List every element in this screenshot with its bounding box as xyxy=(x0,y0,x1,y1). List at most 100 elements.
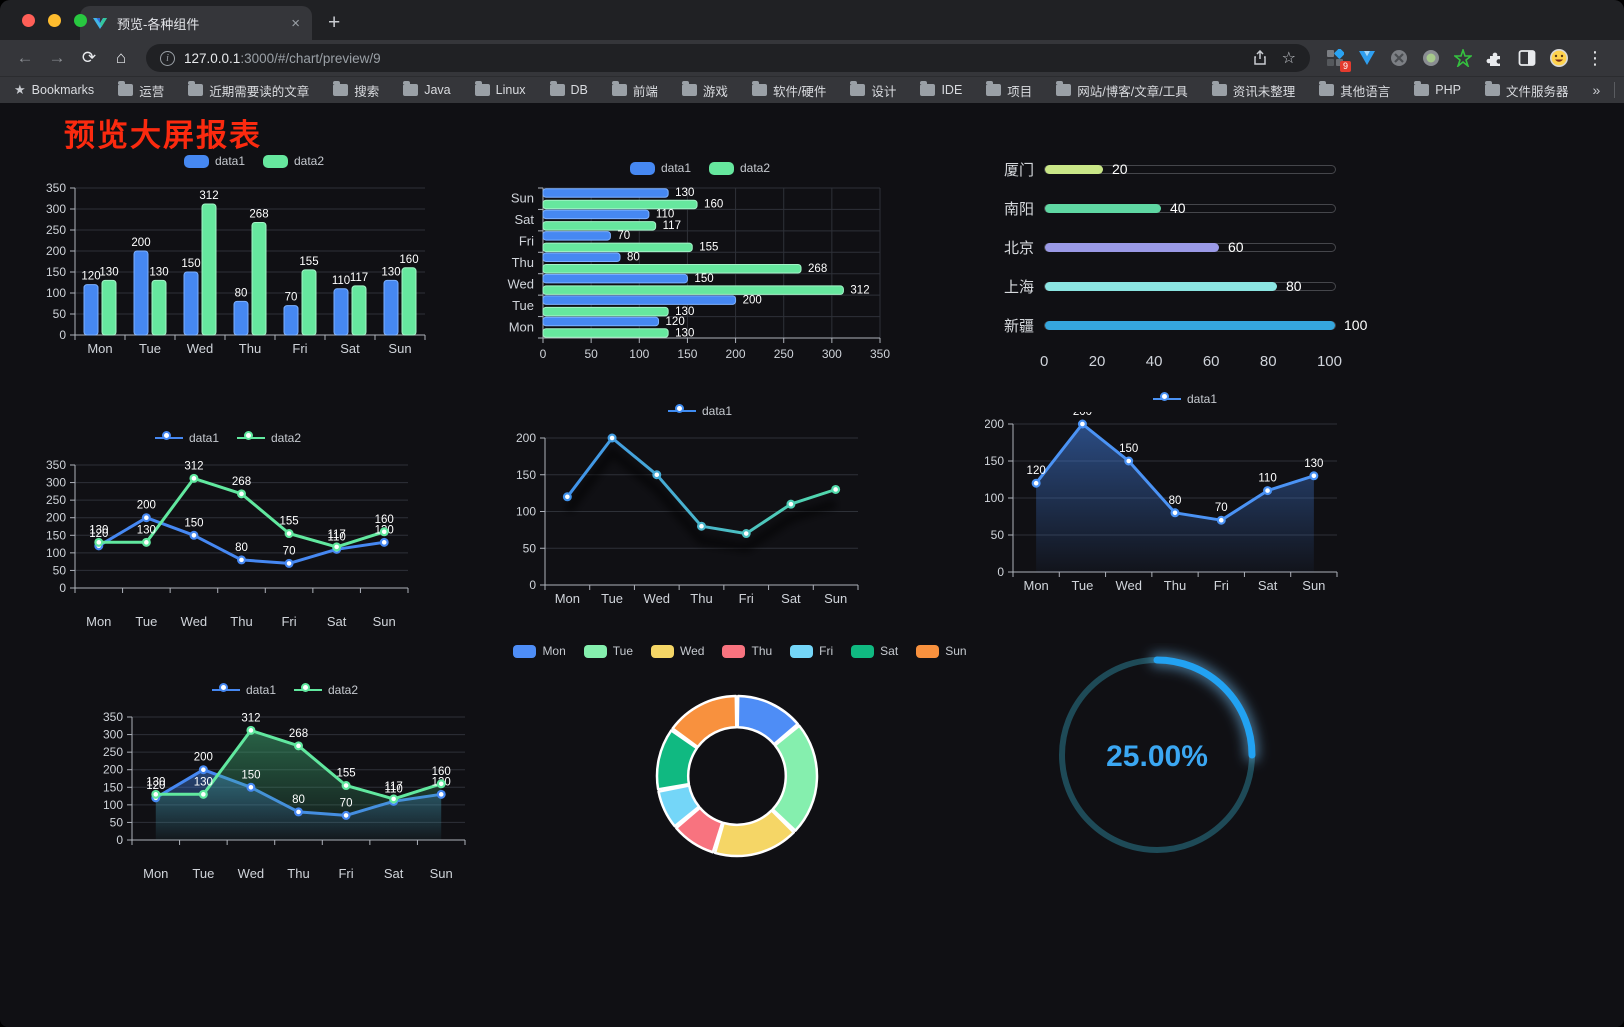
svg-text:350: 350 xyxy=(46,458,66,472)
legend-item-Fri[interactable]: Fri xyxy=(790,644,833,658)
legend-item-Sat[interactable]: Sat xyxy=(851,644,898,658)
progress-row-厦门[interactable]: 厦门 20 xyxy=(988,158,1388,180)
svg-text:160: 160 xyxy=(399,254,418,266)
bookmark-star-icon[interactable]: ☆ xyxy=(1281,50,1296,67)
reload-icon[interactable]: ⟳ xyxy=(81,48,97,67)
svg-text:Thu: Thu xyxy=(230,614,252,629)
legend-item-data1[interactable]: data1 xyxy=(667,404,732,418)
forward-icon[interactable]: → xyxy=(48,48,66,67)
tab-strip: 预览-各种组件 × + xyxy=(0,0,1624,40)
bookmark-folder-0[interactable]: 运营 xyxy=(118,81,164,100)
star-icon: ★ xyxy=(14,82,26,97)
legend-item-data1[interactable]: data1 xyxy=(183,154,245,168)
progress-row-新疆[interactable]: 新疆 100 xyxy=(988,314,1388,336)
folder-icon xyxy=(920,81,936,96)
progress-track: 80 xyxy=(1044,278,1336,294)
legend-swatch xyxy=(513,644,537,658)
favicon xyxy=(93,18,107,29)
bookmark-folder-15[interactable]: PHP xyxy=(1414,81,1461,100)
bookmark-folder-12[interactable]: 网站/博客/文章/工具 xyxy=(1056,81,1188,100)
svg-text:200: 200 xyxy=(516,431,536,445)
bookmark-folder-label: 网站/博客/文章/工具 xyxy=(1077,84,1188,99)
bookmark-folder-3[interactable]: Java xyxy=(403,81,451,100)
green-star-extension-icon[interactable] xyxy=(1452,47,1474,69)
bookmark-folder-16[interactable]: 文件服务器 xyxy=(1484,81,1568,100)
bookmark-folder-2[interactable]: 搜索 xyxy=(333,81,379,100)
bookmark-folder-7[interactable]: 游戏 xyxy=(681,81,728,100)
progress-value: 60 xyxy=(1228,238,1244,255)
menu-icon[interactable]: ⋮ xyxy=(1586,47,1604,68)
bookmark-folder-8[interactable]: 软件/硬件 xyxy=(751,81,827,100)
sidebar-extension-icon[interactable] xyxy=(1516,47,1538,69)
bookmark-folder-1[interactable]: 近期需要读的文章 xyxy=(188,81,309,100)
svg-text:Tue: Tue xyxy=(135,614,157,629)
blue-area-chart[interactable]: data1 0 50 100 150 200 Mon Tue Wed Thu Fri Sat Sun 12… xyxy=(984,386,1385,607)
legend-item-Sun[interactable]: Sun xyxy=(916,644,967,658)
legend-item-Mon[interactable]: Mon xyxy=(513,644,566,658)
svg-text:70: 70 xyxy=(285,292,298,304)
svg-text:150: 150 xyxy=(516,468,536,482)
gradient-line-chart[interactable]: data1 0 50 100 150 200 Mon Tue Wed Thu Fri Sat Sun xyxy=(510,398,890,621)
legend-item-data2[interactable]: data2 xyxy=(709,161,770,175)
green-dot-extension-icon[interactable] xyxy=(1420,47,1442,69)
progress-row-上海[interactable]: 上海 80 xyxy=(988,275,1388,297)
legend-swatch xyxy=(154,431,183,445)
bookmark-folder-6[interactable]: 前端 xyxy=(611,81,658,100)
vertical-bar-chart[interactable]: data1 data2 0 50 100 150 200 250 300 350 Mon Tue Wed… xyxy=(38,148,470,371)
progress-row-北京[interactable]: 北京 60 xyxy=(988,236,1388,258)
percent-gauge-chart[interactable]: 25.00% xyxy=(1040,643,1280,878)
close-window-button[interactable] xyxy=(22,14,35,27)
bookmark-folder-5[interactable]: DB xyxy=(549,81,588,100)
legend-swatch xyxy=(237,431,265,445)
minimize-window-button[interactable] xyxy=(48,14,61,27)
address-bar[interactable]: i 127.0.0.1:3000/#/chart/preview/9 ☆ xyxy=(146,44,1310,72)
dual-line-chart[interactable]: data1 data2 0 50 100 150 200 250 300 350 Mon Tue Wed… xyxy=(38,425,418,646)
emoji-extension-icon[interactable] xyxy=(1548,47,1570,69)
bookmark-folder-11[interactable]: 项目 xyxy=(986,81,1032,100)
bookmark-folder-4[interactable]: Linux xyxy=(474,81,526,100)
legend-item-data1[interactable]: data1 xyxy=(629,161,691,175)
week-donut-chart[interactable]: Mon Tue Wed Thu Fri Sat Sun xyxy=(505,638,975,879)
gray-extension-icon[interactable] xyxy=(1388,47,1410,69)
svg-text:200: 200 xyxy=(726,347,746,361)
svg-text:70: 70 xyxy=(283,545,296,557)
svg-text:268: 268 xyxy=(249,208,268,220)
bookmarks-root[interactable]: ★ Bookmarks xyxy=(14,82,94,98)
vue-devtools-icon[interactable] xyxy=(1356,47,1378,69)
bookmark-folder-14[interactable]: 其他语言 xyxy=(1319,81,1390,100)
new-tab-button[interactable]: + xyxy=(328,11,341,34)
legend-item-Wed[interactable]: Wed xyxy=(651,644,704,658)
svg-text:117: 117 xyxy=(327,529,345,541)
legend-item-data1[interactable]: data1 xyxy=(1152,392,1217,406)
bookmark-folder-10[interactable]: IDE xyxy=(920,81,962,100)
url-path: :3000/#/chart/preview/9 xyxy=(240,50,381,66)
home-icon[interactable]: ⌂ xyxy=(115,48,127,67)
share-icon[interactable] xyxy=(1252,50,1268,66)
svg-text:Wed: Wed xyxy=(1115,578,1142,593)
browser-tab[interactable]: 预览-各种组件 × xyxy=(80,6,312,40)
svg-text:50: 50 xyxy=(584,347,598,361)
extension-badge: 9 xyxy=(1339,61,1351,72)
legend-item-data2[interactable]: data2 xyxy=(237,431,301,445)
puzzle-extension-icon[interactable] xyxy=(1484,47,1506,69)
maximize-window-button[interactable] xyxy=(74,14,87,27)
legend-item-Tue[interactable]: Tue xyxy=(583,644,633,658)
legend-item-data2[interactable]: data2 xyxy=(294,683,358,697)
bookmark-folder-13[interactable]: 资讯未整理 xyxy=(1211,81,1295,100)
legend-item-Thu[interactable]: Thu xyxy=(722,644,772,658)
back-icon[interactable]: ← xyxy=(16,48,34,67)
bookmark-folder-label: 软件/硬件 xyxy=(772,84,827,99)
legend-item-data1[interactable]: data1 xyxy=(211,683,276,697)
bookmarks-overflow-chevron[interactable]: » xyxy=(1592,82,1601,98)
extension-grid-icon[interactable]: 9 xyxy=(1324,47,1351,72)
bookmark-folder-9[interactable]: 设计 xyxy=(850,81,896,100)
legend-item-data1[interactable]: data1 xyxy=(154,431,219,445)
city-progress-chart[interactable]: 厦门 20 南阳 40 北京 60 上海 80 新疆 100 0 20 40 60 80 100 xyxy=(988,158,1388,371)
progress-row-南阳[interactable]: 南阳 40 xyxy=(988,197,1388,219)
site-info-icon[interactable]: i xyxy=(160,50,175,66)
tab-close-icon[interactable]: × xyxy=(291,14,300,32)
horizontal-bar-chart[interactable]: data1 data2 0 50 100 150 200 250 300 350 Sun 130 160… xyxy=(500,155,900,378)
legend-item-data2[interactable]: data2 xyxy=(263,154,324,168)
dual-area-chart[interactable]: data1 data2 0 50 100 150 200 250 300 350 Mon Tue Wed… xyxy=(95,677,475,898)
svg-text:200: 200 xyxy=(1073,412,1092,418)
